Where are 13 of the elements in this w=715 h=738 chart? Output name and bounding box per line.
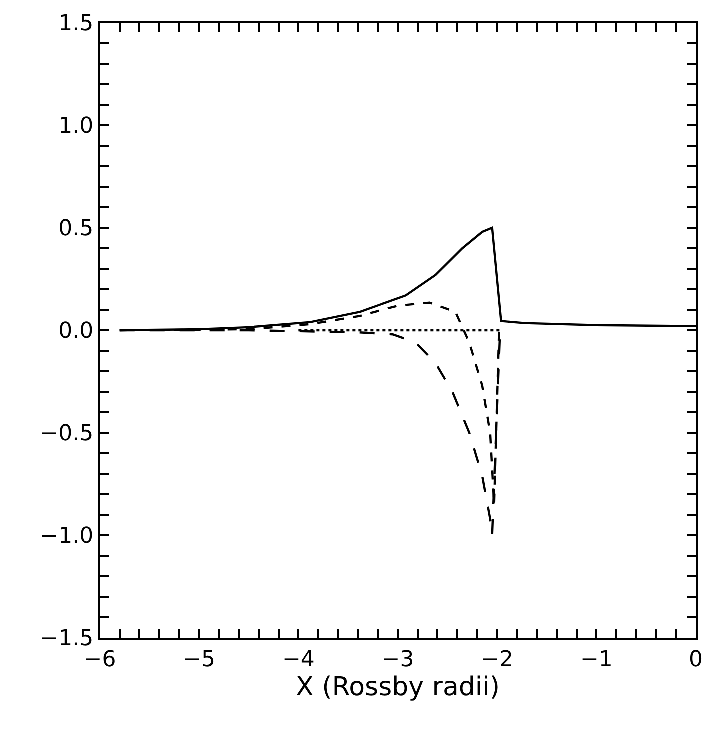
y-tick-label: 0.5 <box>58 216 94 242</box>
y-tick-label: 1.0 <box>58 114 94 140</box>
y-tick-label: 1.5 <box>58 12 94 37</box>
x-tick-label: −1 <box>580 647 613 672</box>
x-tick-label: 0 <box>689 647 703 672</box>
x-tick-label: −2 <box>481 647 514 672</box>
x-tick-label: −3 <box>382 647 414 672</box>
x-tick-label: −4 <box>282 647 315 672</box>
x-axis-title: X (Rossby radii) <box>296 672 500 702</box>
y-tick-label: −0.5 <box>40 422 94 447</box>
y-tick-label: −1.0 <box>40 524 94 550</box>
y-tick-label: 0.0 <box>58 319 94 344</box>
x-tick-label: −5 <box>183 647 216 672</box>
